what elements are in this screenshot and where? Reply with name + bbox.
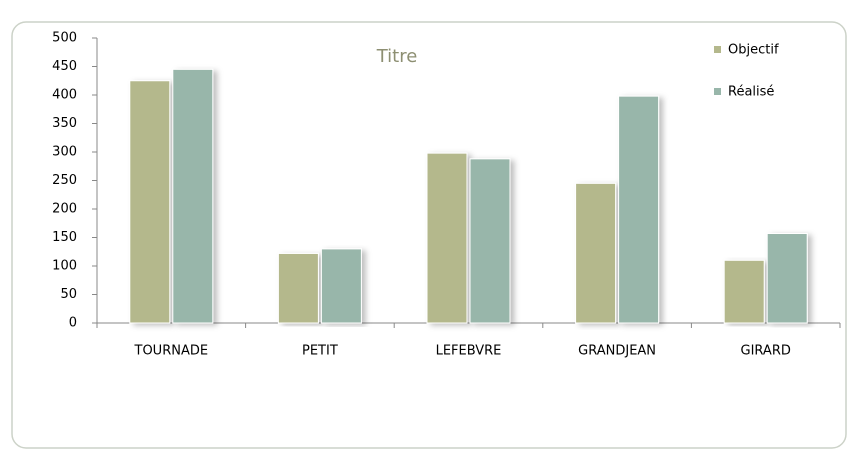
y-tick-label: 150 xyxy=(52,230,77,245)
y-tick-label: 300 xyxy=(52,145,77,160)
legend-label: Objectif xyxy=(728,43,779,58)
y-tick-label: 400 xyxy=(52,88,77,103)
y-tick-label: 0 xyxy=(69,316,77,331)
bar xyxy=(129,80,171,324)
y-tick-label: 250 xyxy=(52,173,77,188)
bar xyxy=(575,182,617,324)
y-tick-label: 450 xyxy=(52,59,77,74)
x-tick-label: LEFEBVRE xyxy=(436,344,502,359)
bar xyxy=(723,259,765,324)
bar xyxy=(277,252,319,324)
bar xyxy=(618,95,660,324)
legend-swatch xyxy=(714,88,721,95)
y-tick-label: 200 xyxy=(52,202,77,217)
bar xyxy=(172,68,214,324)
legend-label: Réalisé xyxy=(728,85,774,100)
x-tick-label: GRANDJEAN xyxy=(578,344,656,359)
y-tick-label: 500 xyxy=(52,31,77,46)
y-tick-label: 350 xyxy=(52,116,77,131)
bar xyxy=(320,248,362,324)
x-tick-label: TOURNADE xyxy=(134,344,209,359)
bar xyxy=(469,158,511,324)
y-tick-label: 100 xyxy=(52,259,77,274)
bar xyxy=(426,152,468,324)
y-tick-label: 50 xyxy=(60,287,77,302)
chart-title: Titre xyxy=(376,46,418,67)
legend-swatch xyxy=(714,46,721,53)
bar xyxy=(766,233,808,324)
x-tick-label: PETIT xyxy=(302,344,338,359)
x-tick-label: GIRARD xyxy=(741,344,791,359)
